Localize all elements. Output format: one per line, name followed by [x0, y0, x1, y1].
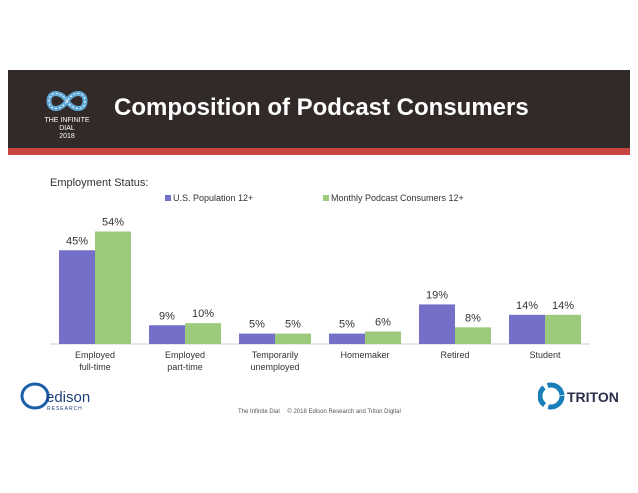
triton-ring-icon — [538, 382, 565, 410]
data-label-us-population-0: 45% — [66, 235, 88, 247]
data-label-us-population-2: 5% — [249, 319, 265, 331]
legend-swatch-podcast-consumers — [323, 195, 329, 201]
footer-right: © 2018 Edison Research and Triton Digita… — [287, 409, 401, 415]
bar-us-population-3 — [329, 333, 365, 344]
page-title: Composition of Podcast Consumers — [114, 94, 529, 121]
data-label-us-population-3: 5% — [339, 319, 355, 331]
category-label-3-0: Homemaker — [340, 350, 389, 360]
edison-subtext: RESEARCH — [47, 406, 83, 412]
footer-left: The Infinite Dial — [238, 409, 280, 415]
data-label-podcast-consumers-3: 6% — [375, 317, 391, 329]
logo-line1: THE INFINITE DIAL — [44, 117, 90, 132]
legend-label-us-population: U.S. Population 12+ — [173, 193, 253, 203]
bar-podcast-consumers-4 — [455, 327, 491, 344]
edison-logo: edison RESEARCH — [20, 382, 90, 412]
bar-podcast-consumers-1 — [185, 323, 221, 344]
bar-podcast-consumers-2 — [275, 333, 311, 344]
logo-line2: 2018 — [59, 133, 75, 140]
infinity-icon — [46, 91, 88, 111]
bar-podcast-consumers-3 — [365, 331, 401, 344]
bar-us-population-0 — [59, 250, 95, 344]
category-label-0-0: Employed — [75, 350, 115, 360]
data-label-podcast-consumers-0: 54% — [102, 217, 124, 229]
accent-divider — [8, 148, 630, 155]
category-label-4-0: Retired — [440, 350, 469, 360]
bar-podcast-consumers-5 — [545, 314, 581, 344]
edison-wordmark: edison — [46, 389, 90, 406]
triton-logo: TRITON — [538, 382, 618, 410]
title-banner: THE INFINITE DIAL 2018 Composition of Po… — [8, 70, 630, 148]
data-label-podcast-consumers-5: 14% — [552, 300, 574, 312]
category-label-0-1: full-time — [79, 362, 111, 372]
infinite-dial-logo: THE INFINITE DIAL 2018 — [36, 86, 98, 140]
legend-swatch-us-population — [165, 195, 171, 201]
data-label-us-population-1: 9% — [159, 310, 175, 322]
legend-label-podcast-consumers: Monthly Podcast Consumers 12+ — [331, 193, 464, 203]
bar-podcast-consumers-0 — [95, 231, 131, 344]
category-label-2-1: unemployed — [250, 362, 299, 372]
data-label-us-population-4: 19% — [426, 289, 448, 301]
bar-us-population-1 — [149, 325, 185, 344]
bar-us-population-5 — [509, 314, 545, 344]
edison-swirl-icon — [20, 382, 50, 410]
category-label-1-1: part-time — [167, 362, 203, 372]
bar-us-population-4 — [419, 304, 455, 344]
footer: The Infinite Dial © 2018 Edison Research… — [238, 409, 407, 415]
triton-wordmark: TRITON — [567, 389, 618, 405]
data-label-podcast-consumers-4: 8% — [465, 312, 481, 324]
chart-title: Employment Status: — [50, 177, 148, 189]
bar-us-population-2 — [239, 333, 275, 344]
data-label-podcast-consumers-1: 10% — [192, 308, 214, 320]
category-label-5-0: Student — [529, 350, 561, 360]
bar-chart: Employment Status: U.S. Population 12+ M… — [50, 177, 590, 372]
data-label-us-population-5: 14% — [516, 300, 538, 312]
category-label-2-0: Temporarily — [252, 350, 299, 360]
data-label-podcast-consumers-2: 5% — [285, 319, 301, 331]
category-label-1-0: Employed — [165, 350, 205, 360]
